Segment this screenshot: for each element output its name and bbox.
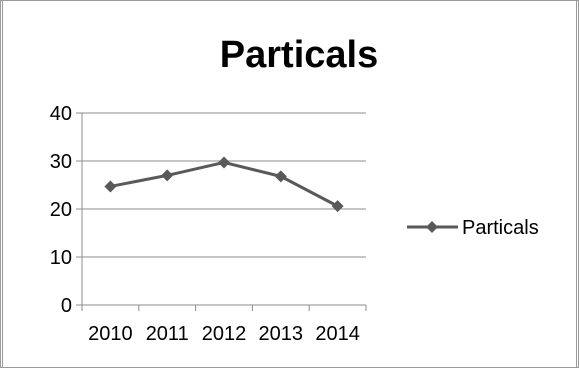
data-point-marker xyxy=(274,170,287,183)
data-point-marker xyxy=(218,156,230,169)
legend-label-particals: Particals xyxy=(462,217,539,239)
y-tick-label: 10 xyxy=(50,247,72,269)
x-tick-label: 2014 xyxy=(315,323,360,345)
x-tick-label: 2010 xyxy=(88,323,133,345)
data-point-marker xyxy=(104,180,117,193)
data-point-marker xyxy=(161,169,174,182)
data-point-marker xyxy=(331,200,344,213)
x-tick-label: 2011 xyxy=(146,323,189,345)
frame-left-border xyxy=(0,0,3,368)
series-line-particals xyxy=(110,160,339,208)
x-tick-labels: 2010 2011 2012 2013 2014 xyxy=(88,323,360,345)
y-tick-labels: 0 10 20 30 40 xyxy=(50,103,72,317)
x-tick-label: 2012 xyxy=(202,323,247,345)
legend: Particals xyxy=(407,217,539,239)
y-tick-label: 0 xyxy=(61,295,72,317)
y-tick-label: 20 xyxy=(50,199,72,221)
legend-marker-swatch xyxy=(426,221,438,233)
axes xyxy=(76,112,367,311)
y-tick-label: 30 xyxy=(50,151,72,173)
series-particals xyxy=(104,156,344,213)
chart-title: Particals xyxy=(220,34,378,76)
y-tick-label: 40 xyxy=(50,103,72,125)
frame-top-border xyxy=(0,0,579,1)
x-tick-label: 2013 xyxy=(259,323,304,345)
